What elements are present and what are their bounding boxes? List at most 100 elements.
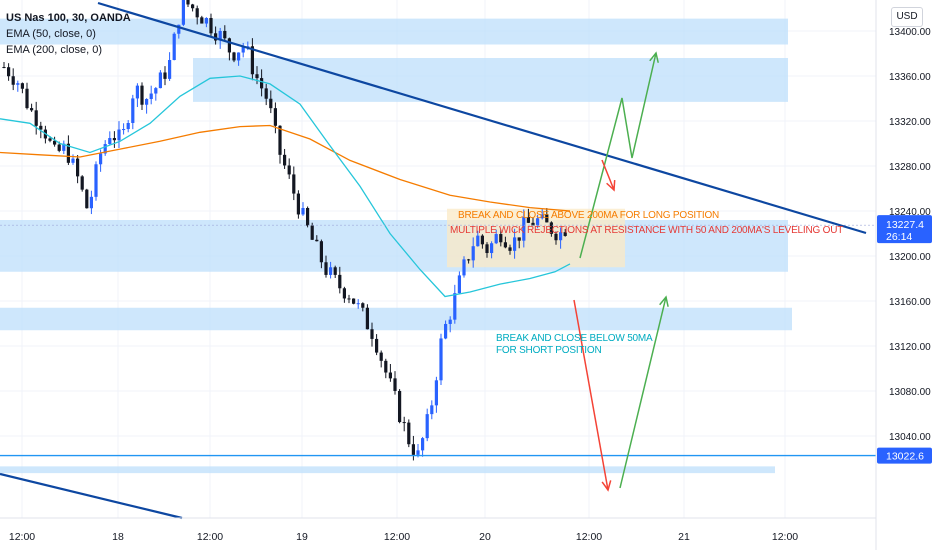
candle-body xyxy=(122,129,126,131)
candle-body xyxy=(103,144,107,154)
price-tick-label: 13040.00 xyxy=(889,432,931,443)
candle-body xyxy=(375,338,379,353)
candle-body xyxy=(30,108,34,111)
candle-body xyxy=(20,83,24,89)
candle-body xyxy=(476,235,480,247)
symbol-title[interactable]: US Nas 100, 30, OANDA xyxy=(6,12,131,24)
candle-body xyxy=(471,246,475,261)
candle-body xyxy=(89,196,93,209)
short-annotation-line2: FOR SHORT POSITION xyxy=(496,345,602,356)
candle-body xyxy=(108,138,112,145)
time-tick-label: 21 xyxy=(678,531,690,543)
candle-body xyxy=(503,242,507,248)
candle-body xyxy=(66,143,70,163)
candle-body xyxy=(172,33,176,61)
last-price-tag xyxy=(877,215,932,244)
ema-50-legend[interactable]: EMA (50, close, 0) xyxy=(6,28,96,40)
long-arrow xyxy=(579,52,657,259)
chart-legend: US Nas 100, 30, OANDA EMA (50, close, 0)… xyxy=(6,10,131,58)
candle-body xyxy=(218,30,222,41)
candle-body xyxy=(237,52,241,61)
candle-body xyxy=(181,0,185,25)
last-price-value: 13227.4 xyxy=(886,219,924,231)
candle-body xyxy=(135,85,139,99)
support-resistance-zones xyxy=(0,18,792,474)
candle-body xyxy=(444,323,448,339)
candle-body xyxy=(200,17,204,24)
zone-rect xyxy=(0,466,775,474)
candle-body xyxy=(255,74,259,79)
candle-body xyxy=(260,78,264,89)
ema-200-legend[interactable]: EMA (200, close, 0) xyxy=(6,44,102,56)
time-tick-label: 12:00 xyxy=(772,531,798,543)
candle-body xyxy=(559,232,563,241)
candle-body xyxy=(490,243,494,254)
candle-body xyxy=(71,158,75,163)
rebound-arrow-head xyxy=(659,295,669,307)
candle-body xyxy=(365,307,369,330)
candle-body xyxy=(324,262,328,275)
time-tick-label: 20 xyxy=(479,531,491,543)
candle-body xyxy=(158,72,162,89)
hline-price-tag xyxy=(877,447,932,464)
trendline-lower xyxy=(0,472,183,520)
candle-body xyxy=(526,217,530,223)
candle-body xyxy=(402,422,406,424)
candle-body xyxy=(287,165,291,175)
candle-body xyxy=(163,72,167,79)
candle-body xyxy=(485,244,489,254)
candle-body xyxy=(453,293,457,320)
candle-body xyxy=(273,108,277,126)
trendline-upper xyxy=(97,1,867,235)
candle-body xyxy=(227,38,231,53)
candle-body xyxy=(467,259,471,261)
candle-body xyxy=(347,298,351,300)
candle-body xyxy=(25,88,29,109)
candle-body xyxy=(457,275,461,294)
candle-body xyxy=(278,125,282,155)
candle-body xyxy=(545,214,549,223)
ema-200-line xyxy=(0,124,571,212)
candle-body xyxy=(379,352,383,361)
candle-body xyxy=(416,450,420,455)
candle-body xyxy=(76,158,80,177)
candle-body xyxy=(53,140,57,145)
time-tick-label: 12:00 xyxy=(9,531,35,543)
price-tick-label: 13400.00 xyxy=(889,27,931,38)
short-arrow-head xyxy=(601,480,612,492)
small-down-arrow-head xyxy=(606,179,616,192)
candle-body xyxy=(329,267,333,275)
candle-body xyxy=(2,67,6,68)
candle-body xyxy=(85,189,89,209)
candle-body xyxy=(250,46,254,75)
price-tick-label: 13280.00 xyxy=(889,162,931,173)
candle-body xyxy=(513,237,517,251)
candle-body xyxy=(186,0,190,5)
candle-body xyxy=(333,267,337,275)
candle-body xyxy=(398,390,402,423)
candlesticks xyxy=(2,0,567,461)
candle-body xyxy=(154,88,158,94)
candle-body xyxy=(112,138,116,141)
candle-body xyxy=(191,4,195,9)
candle-body xyxy=(554,233,558,241)
candle-body xyxy=(214,33,218,41)
candle-body xyxy=(499,234,503,243)
candle-body xyxy=(430,405,434,415)
candle-body xyxy=(361,303,365,308)
candle-body xyxy=(195,8,199,18)
candle-body xyxy=(145,99,149,105)
currency-button[interactable]: USD xyxy=(891,7,923,27)
candle-body xyxy=(462,259,466,276)
time-tick-label: 19 xyxy=(296,531,308,543)
candle-body xyxy=(16,83,20,85)
rebound-arrow xyxy=(619,296,667,489)
price-tick-label: 13080.00 xyxy=(889,387,931,398)
candle-body xyxy=(480,235,484,245)
zone-rect xyxy=(0,220,788,272)
candle-body xyxy=(531,222,535,226)
candle-body xyxy=(39,125,43,130)
candle-body xyxy=(448,319,452,324)
candle-body xyxy=(94,164,98,197)
